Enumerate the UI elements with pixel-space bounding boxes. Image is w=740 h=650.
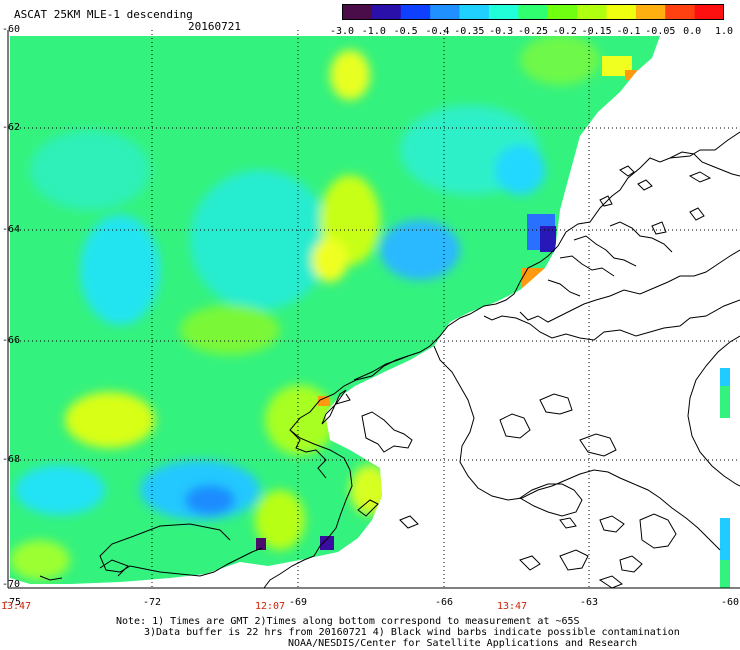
- time-label: 12:07: [254, 601, 286, 612]
- colorbar-segment: [371, 4, 402, 20]
- note-line-2: 3)Data buffer is 22 hrs from 20160721 4)…: [144, 627, 680, 638]
- colorbar-border: [342, 4, 724, 20]
- lat-label: -60: [2, 24, 21, 35]
- lat-label: -70: [2, 579, 21, 590]
- colorbar-tick-label: -0.35: [454, 26, 485, 37]
- colorbar-tick-label: -0.4: [425, 26, 450, 37]
- graticule: [8, 30, 740, 588]
- note-line-3: NOAA/NESDIS/Center for Satellite Applica…: [288, 638, 638, 649]
- colorbar-tick-label: 0.0: [683, 26, 702, 37]
- colorbar-segment: [342, 4, 372, 20]
- lat-label: -66: [2, 335, 21, 346]
- colorbar-segment: [430, 4, 461, 20]
- colorbar-segment: [577, 4, 607, 20]
- lat-label: -62: [2, 122, 21, 133]
- colorbar-segment: [488, 4, 519, 20]
- product-title: ASCAT 25KM MLE-1 descending: [14, 8, 193, 21]
- colorbar-tick-label: -1.0: [361, 26, 386, 37]
- lon-label: -63: [579, 597, 599, 608]
- lat-label: -68: [2, 454, 21, 465]
- lon-label: -69: [288, 597, 308, 608]
- wind-swath: [10, 36, 660, 584]
- lon-label: -75: [2, 597, 22, 608]
- colorbar-tick-label: -0.1: [616, 26, 641, 37]
- colorbar-tick-label: -0.3: [489, 26, 514, 37]
- lon-label: -72: [142, 597, 162, 608]
- lat-label: -64: [2, 224, 21, 235]
- coastlines: [39, 131, 740, 589]
- product-date: 20160721: [188, 20, 241, 33]
- colorbar-segment: [518, 4, 549, 20]
- colorbar-segment: [635, 4, 666, 20]
- time-label: 13:47: [0, 601, 32, 612]
- colorbar-tick-label: -0.2: [552, 26, 577, 37]
- colorbar-tick-label: -0.15: [581, 26, 612, 37]
- colorbar-segment: [694, 4, 724, 20]
- colorbar-tick-label: 1.0: [714, 26, 734, 37]
- colorbar-segment: [547, 4, 578, 20]
- colorbar-segment: [606, 4, 637, 20]
- colorbar-tick-label: -0.05: [645, 26, 676, 37]
- colorbar-segment: [400, 4, 431, 20]
- time-label: 13:47: [496, 601, 528, 612]
- colorbar-tick-label: -3.0: [329, 26, 355, 37]
- colorbar-segment: [665, 4, 696, 20]
- right-edge-swath-lower: [720, 518, 730, 588]
- colorbar-segment: [459, 4, 490, 20]
- lon-label: -66: [434, 597, 454, 608]
- lon-label: -60: [720, 597, 740, 608]
- colorbar-tick-label: -0.5: [393, 26, 418, 37]
- colorbar: [342, 4, 724, 20]
- colorbar-tick-label: -0.25: [517, 26, 549, 37]
- note-line-1: Note: 1) Times are GMT 2)Times along bot…: [116, 616, 580, 627]
